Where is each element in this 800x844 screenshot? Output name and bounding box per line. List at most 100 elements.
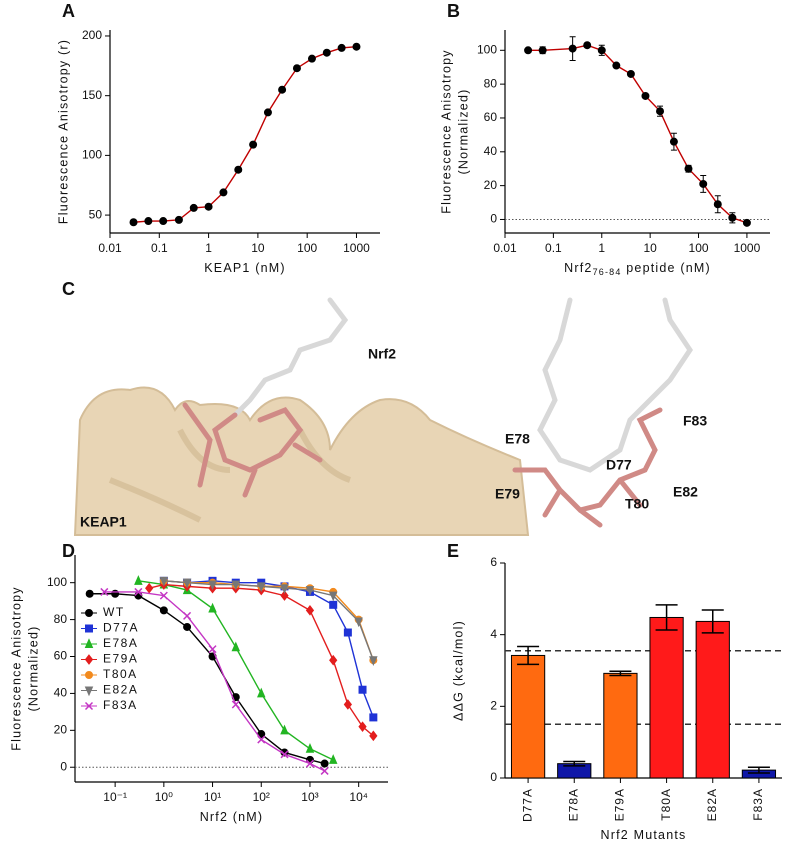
x-tick-label: 100 — [297, 241, 317, 255]
x-axis-label: Nrf2 Mutants — [601, 828, 687, 842]
marker — [183, 622, 192, 631]
structure-label: E79 — [495, 486, 520, 502]
error-bar — [609, 670, 632, 677]
marker — [85, 624, 93, 633]
y-tick-label: 2 — [490, 699, 497, 713]
marker — [713, 200, 722, 209]
marker — [159, 591, 168, 600]
x-axis-label-text: Nrf2 — [564, 261, 592, 275]
x-tick-label: T80A — [659, 788, 673, 821]
structure-label: E78 — [505, 431, 530, 447]
bar — [695, 620, 730, 779]
y-tick-label: 40 — [54, 686, 68, 700]
x-tick-label: 0.1 — [151, 241, 168, 255]
marker — [538, 46, 547, 55]
marker — [174, 215, 183, 224]
structure-label: T80 — [625, 496, 649, 512]
marker — [328, 754, 338, 764]
marker — [234, 165, 243, 174]
marker — [231, 700, 240, 709]
y-tick-label: 60 — [484, 110, 498, 124]
fit-line — [163, 580, 374, 661]
fit-line — [149, 583, 374, 737]
marker — [208, 602, 217, 613]
marker — [320, 759, 329, 768]
x-axis-label-text: Nrf2 (nM) — [200, 810, 264, 824]
marker — [728, 213, 737, 222]
bar — [603, 672, 638, 779]
x-tick-label: 1000 — [734, 241, 761, 255]
y-axis-label: ΔΔG (kcal/mol) — [451, 620, 465, 721]
fit-line — [163, 580, 374, 661]
marker — [669, 137, 678, 146]
x-axis-label-sub: 76-84 — [593, 267, 622, 277]
y-tick-label: 0 — [490, 212, 497, 226]
marker — [292, 64, 301, 73]
legend-label: E78A — [103, 636, 138, 650]
marker — [280, 750, 289, 759]
marker — [263, 108, 272, 117]
error-bar — [655, 604, 678, 631]
fit-line — [104, 591, 325, 772]
x-tick-label: 0.01 — [493, 241, 517, 255]
marker — [144, 217, 153, 226]
marker — [85, 671, 93, 679]
marker — [84, 654, 94, 665]
marker — [129, 218, 138, 227]
marker — [369, 713, 378, 722]
marker — [305, 586, 315, 596]
marker — [219, 188, 228, 197]
marker — [583, 41, 592, 50]
error-bar — [563, 760, 586, 767]
marker — [159, 576, 169, 587]
y-tick-label: 0 — [490, 770, 497, 784]
x-tick-label: 10⁻¹ — [103, 790, 127, 804]
legend-label: WT — [103, 605, 125, 619]
marker — [256, 582, 266, 593]
legend-label: E79A — [103, 652, 138, 666]
error-bar — [701, 609, 724, 634]
marker — [134, 587, 143, 596]
y-tick-label: 40 — [484, 144, 498, 158]
y-tick-label: 80 — [54, 612, 68, 626]
marker — [100, 587, 109, 596]
marker — [684, 164, 693, 173]
x-tick-label: 0.1 — [545, 241, 562, 255]
marker — [257, 735, 266, 744]
marker — [305, 759, 314, 768]
marker — [307, 54, 316, 63]
marker — [305, 605, 315, 616]
marker — [699, 179, 708, 188]
marker — [159, 606, 168, 615]
fit-line — [528, 44, 748, 224]
x-tick-label: 10 — [251, 241, 265, 255]
marker — [256, 687, 266, 698]
marker — [183, 611, 192, 620]
marker — [568, 44, 577, 53]
marker — [343, 699, 353, 710]
legend-label: T80A — [103, 667, 138, 681]
structure-label: F83 — [683, 413, 707, 429]
y-axis-label: (Normalized) — [26, 626, 40, 712]
marker — [280, 724, 289, 735]
y-tick-label: 150 — [82, 88, 102, 102]
marker — [524, 46, 533, 55]
y-tick-label: 100 — [82, 148, 102, 162]
x-tick-label: 10⁴ — [349, 790, 368, 804]
x-tick-label: 0.01 — [98, 241, 122, 255]
y-tick-label: 20 — [54, 722, 68, 736]
x-tick-label: 100 — [689, 241, 709, 255]
marker — [343, 628, 352, 637]
marker — [352, 42, 361, 51]
marker — [145, 582, 154, 594]
y-tick-label: 100 — [477, 42, 497, 56]
x-tick-label: 1000 — [343, 241, 370, 255]
y-tick-label: 0 — [60, 759, 67, 773]
marker — [280, 584, 289, 594]
x-axis-label-text: peptide (nM) — [622, 261, 711, 275]
error-bar — [517, 645, 540, 666]
marker — [742, 218, 751, 227]
y-tick-label: 50 — [89, 207, 103, 221]
marker — [278, 85, 287, 94]
